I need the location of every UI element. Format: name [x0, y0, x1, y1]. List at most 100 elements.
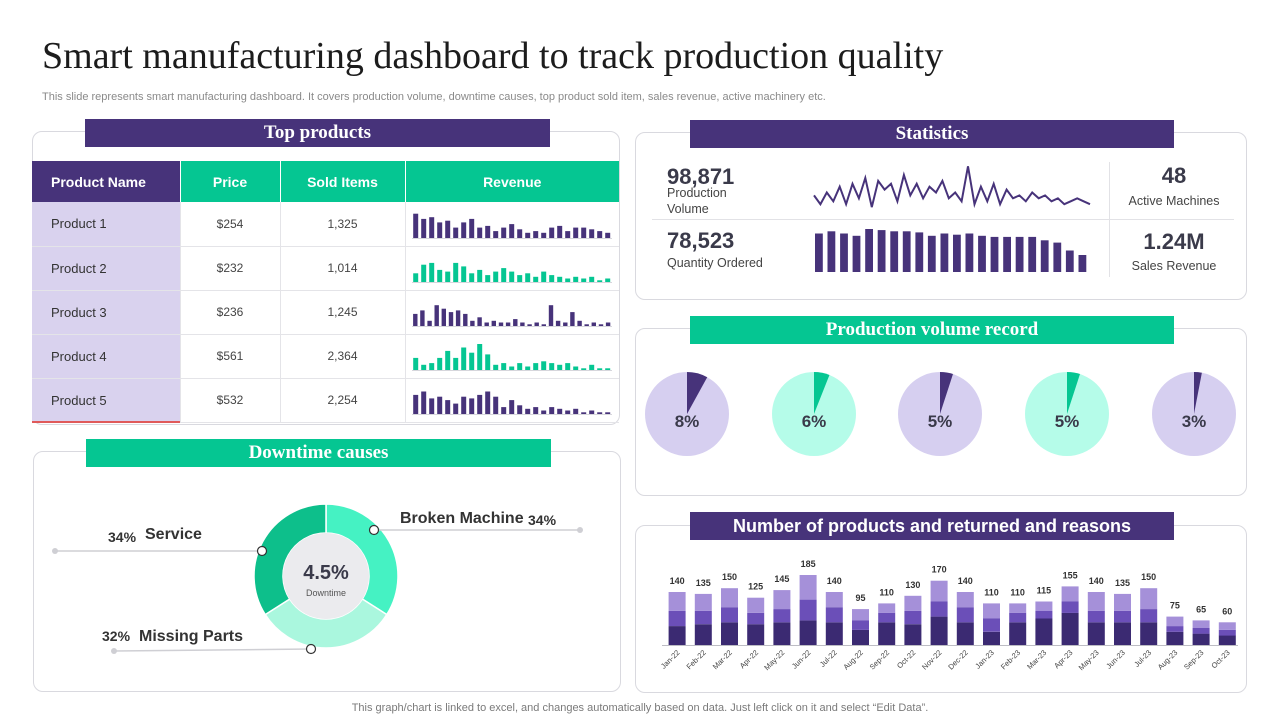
revenue-spark-bar: [421, 218, 427, 238]
returns-bar-segment-2: [878, 612, 896, 623]
returns-bar-segment-3: [1114, 593, 1131, 611]
returns-bar-segment-3: [904, 595, 922, 611]
production-pie-graphic: [1025, 372, 1109, 456]
returns-bar-segment-3: [721, 588, 738, 608]
returns-bar-segment-1: [852, 629, 869, 645]
revenue-spark-bar: [484, 322, 490, 326]
product-revenue-cell: [404, 246, 619, 291]
returns-bar-segment-2: [904, 610, 922, 625]
returns-total-label: 135: [696, 578, 711, 588]
quantity-bar: [902, 231, 911, 272]
revenue-spark-bar: [509, 400, 515, 414]
revenue-spark-bar: [453, 227, 459, 238]
pie-slice: [1067, 372, 1080, 414]
missing-parts-pct: 32%: [102, 628, 131, 644]
returns-x-tick-label: Mar-23: [1025, 648, 1048, 671]
returns-x-tick-label: May-22: [762, 648, 786, 672]
revenue-spark-bar: [413, 357, 419, 370]
revenue-spark-bar: [477, 394, 483, 414]
sales-revenue-label: Sales Revenue: [1131, 259, 1217, 273]
revenue-spark-bar: [437, 269, 443, 282]
revenue-spark-bar: [565, 410, 571, 414]
returns-bar-segment-1: [1140, 622, 1158, 645]
returns-total-label: 170: [932, 565, 947, 575]
revenue-spark-bar: [501, 227, 507, 238]
revenue-spark-bar: [413, 313, 418, 326]
pie-percent-label: 3%: [1181, 412, 1207, 431]
quantity-bar: [877, 230, 886, 272]
revenue-spark-bar: [477, 317, 483, 326]
returns-total-label: 135: [1115, 578, 1130, 588]
broken-machine-leader-end: [577, 527, 583, 533]
pie-slice: [940, 372, 953, 414]
revenue-spark-bar: [605, 412, 611, 414]
revenue-spark-bar: [493, 364, 499, 370]
revenue-spark-bar: [605, 368, 611, 370]
production-pie-graphic: [898, 372, 982, 456]
revenue-spark-bar: [565, 363, 571, 370]
returns-x-tick-label: Oct-23: [1209, 648, 1231, 670]
revenue-spark-bar: [513, 319, 518, 326]
returns-total-label: 140: [670, 576, 685, 586]
revenue-spark-bar: [597, 412, 603, 414]
broken-machine-label: Broken Machine: [400, 510, 524, 527]
quantity-bar: [865, 229, 873, 272]
revenue-spark-bar: [445, 350, 451, 370]
returns-bar-segment-2: [694, 610, 712, 625]
returns-bar-segment-2: [1087, 610, 1105, 623]
revenue-spark-bar: [597, 280, 603, 282]
quantity-bar: [815, 233, 823, 272]
quantity-bar: [852, 235, 861, 272]
quantity-bar: [1065, 250, 1074, 272]
quantity-bar: [1053, 242, 1062, 272]
revenue-spark-bar: [605, 278, 611, 282]
revenue-spark-bar: [437, 357, 443, 370]
broken-machine-pct: 34%: [528, 512, 557, 528]
revenue-spark-bar: [437, 222, 443, 238]
returns-bar-segment-1: [904, 624, 922, 645]
revenue-spark-bar: [453, 262, 459, 282]
returns-bar-segment-3: [930, 580, 948, 602]
product-price-cell: $532: [179, 378, 280, 423]
revenue-spark-bar: [477, 344, 483, 370]
revenue-spark-bar: [581, 278, 587, 282]
returns-bar-segment-2: [747, 612, 765, 625]
revenue-spark-bar: [445, 271, 451, 282]
returns-bar-segment-3: [799, 575, 817, 600]
revenue-sparkbars: [412, 344, 613, 371]
returns-x-tick-label: Jul-23: [1132, 648, 1153, 669]
donut-center-label: Downtime: [306, 588, 346, 598]
quantity-ordered-label: Quantity Ordered: [667, 256, 763, 270]
revenue-spark-bar: [533, 276, 539, 282]
revenue-spark-bar: [517, 275, 523, 282]
revenue-spark-bar: [577, 320, 583, 326]
pie-slice: [814, 372, 830, 414]
revenue-spark-bar: [469, 218, 475, 238]
quantity-bar: [990, 236, 999, 272]
revenue-spark-bar: [429, 363, 435, 370]
revenue-spark-bar: [461, 396, 467, 414]
table-row: Product 5 $532 2,254: [32, 378, 619, 423]
returns-bar-segment-3: [825, 592, 843, 608]
donut-center: [283, 533, 369, 619]
returns-total-label: 95: [855, 593, 865, 603]
product-sold-cell: 2,364: [279, 334, 405, 379]
returns-x-tick-label: Nov-22: [920, 648, 943, 671]
revenue-spark-bar: [589, 276, 595, 282]
returns-x-tick-label: Apr-22: [738, 648, 760, 670]
production-pie-graphic: [645, 372, 729, 456]
production-volume-sparkline: [813, 166, 1091, 209]
revenue-spark-bar: [589, 229, 595, 238]
broken-machine-leader-dot: [368, 524, 380, 536]
revenue-spark-bar: [413, 213, 419, 238]
returns-bar-segment-2: [1035, 610, 1053, 619]
product-revenue-cell: [404, 290, 619, 335]
production-pie: 5%: [897, 371, 983, 457]
returns-x-tick-label: Jun-22: [790, 648, 813, 671]
returns-x-tick-label: Aug-22: [841, 648, 864, 671]
revenue-spark-bar: [525, 273, 531, 282]
returns-bar-segment-2: [799, 599, 817, 621]
product-name-cell: Product 4: [32, 334, 180, 379]
revenue-spark-bar: [469, 398, 475, 414]
revenue-spark-bar: [584, 324, 590, 326]
